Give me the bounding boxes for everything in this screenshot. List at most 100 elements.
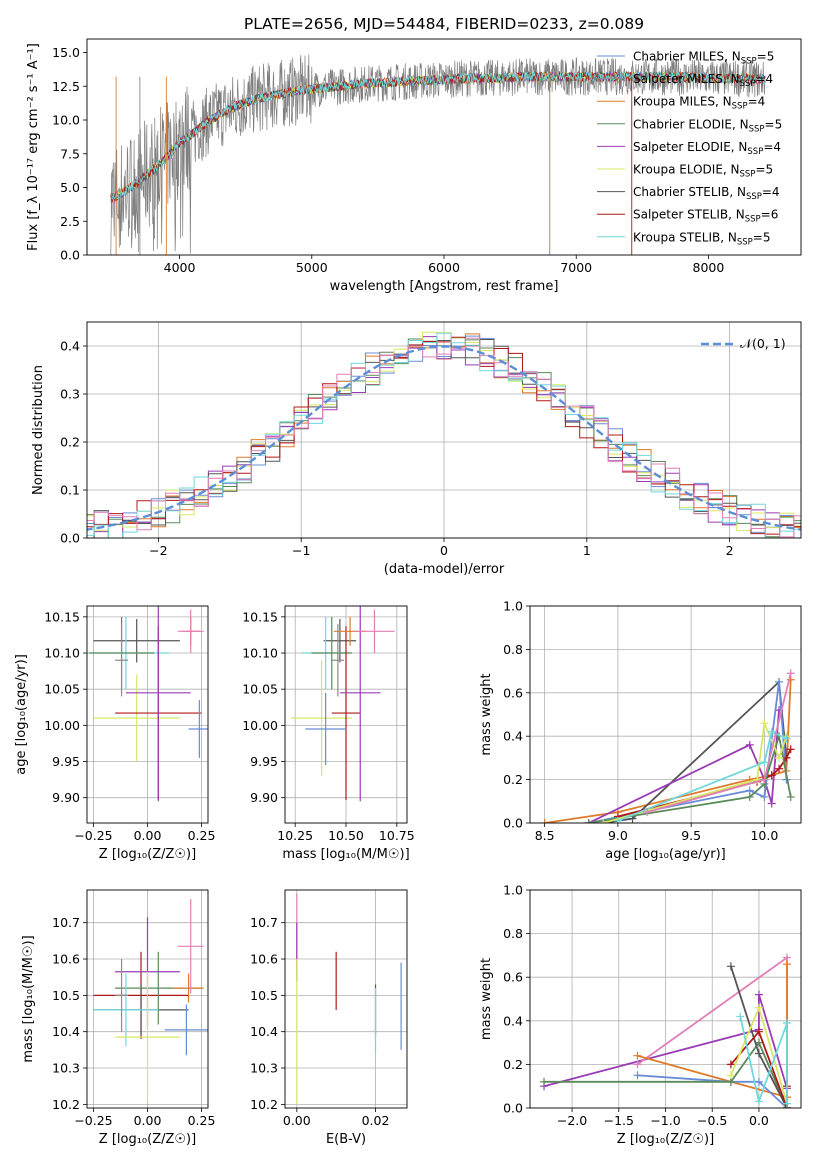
y-tick-label: 9.95 — [52, 754, 80, 769]
weight-marker — [599, 819, 608, 823]
age-vs-Z-ylabel: age [log₁₀(age/yr)] — [14, 654, 29, 775]
y-tick-label: 0.1 — [60, 483, 80, 498]
x-tick-label: 2 — [726, 543, 734, 558]
y-tick-label: 2.5 — [60, 214, 80, 229]
weight-marker — [754, 1049, 763, 1058]
legend-entry: Kroupa MILES, NSSP=4 — [633, 95, 765, 112]
y-tick-label: 0.3 — [60, 387, 80, 402]
mass-vs-Z-xlabel: Z [log₁₀(Z/Z☉)] — [99, 1132, 196, 1147]
y-tick-label: 10.5 — [52, 988, 80, 1003]
x-tick-label: 5000 — [296, 260, 328, 275]
model-line-salpeter-stelib — [110, 70, 766, 203]
weight-vs-Z-axes: −2.0 −1.5 −1.0 −0.5 0.0 0.0 0.2 0.4 0.6 0.8 1.0 Z [… — [479, 883, 802, 1147]
x-tick-label: −1.5 — [604, 1113, 634, 1128]
weight-line-kroupa-stelib — [617, 730, 787, 822]
weight-line-salpeter-elodie — [543, 994, 788, 1089]
weight-marker — [786, 792, 795, 801]
y-tick-label: 10.10 — [242, 646, 278, 661]
x-tick-label: 0.0 — [749, 1113, 769, 1128]
y-tick-label: 10.4 — [52, 1024, 80, 1039]
weight-vs-age-plot-area — [540, 669, 795, 823]
mass-vs-EBV-xlabel: E(B-V) — [326, 1132, 366, 1147]
age-vs-mass-xlabel: mass [log₁₀(M/M☉)] — [282, 847, 409, 862]
x-tick-label: −0.25 — [74, 1113, 112, 1128]
y-tick-label: 0.2 — [60, 435, 80, 450]
spectrum-axes: 4000 5000 6000 7000 8000 0.0 2.5 5.0 7.5 10.0 12.5… — [26, 38, 802, 294]
weight-vs-Z-plot-area — [540, 953, 791, 1108]
y-tick-label: 10.7 — [52, 915, 80, 930]
error-bar-point — [93, 619, 180, 663]
model-line-kroupa-stelib — [110, 71, 766, 201]
weight-marker — [726, 1071, 735, 1080]
error-bar-point — [311, 616, 353, 690]
legend-entry: 𝒩(0, 1) — [740, 336, 786, 351]
residual-histogram-salpeter-stelib — [87, 336, 801, 535]
weight-marker — [726, 1060, 735, 1069]
y-tick-label: 9.90 — [250, 790, 278, 805]
mass-vs-Z-plot-area — [93, 899, 208, 1103]
x-tick-label: −2 — [149, 543, 167, 558]
y-tick-label: 0.0 — [503, 1101, 523, 1116]
y-tick-label: 10.6 — [250, 952, 278, 967]
residual-histogram-pink — [87, 337, 801, 538]
legend-entry: Chabrier MILES, NSSP=5 — [633, 50, 774, 67]
weight-marker — [754, 1077, 763, 1086]
error-bar-point — [93, 674, 180, 762]
mass-vs-Z-frame — [86, 889, 209, 1109]
weight-marker — [754, 1027, 763, 1036]
x-tick-label: 10.0 — [750, 828, 778, 843]
y-tick-label: 10.3 — [250, 1061, 278, 1076]
residual-histogram-kroupa-elodie — [87, 331, 801, 532]
weight-marker — [633, 1060, 642, 1069]
spectrum-plot-area — [110, 54, 766, 255]
age-vs-Z-xlabel: Z [log₁₀(Z/Z☉)] — [99, 847, 196, 862]
weight-marker — [775, 753, 784, 762]
weight-marker — [540, 819, 549, 823]
age-vs-Z-frame — [86, 605, 209, 824]
weight-marker — [775, 764, 784, 773]
error-bar-point — [173, 973, 204, 1003]
x-tick-label: 0.00 — [134, 828, 162, 843]
error-bar-point — [115, 971, 180, 1103]
weight-marker — [754, 1003, 763, 1012]
weight-marker — [760, 758, 769, 767]
weight-marker — [754, 1097, 763, 1106]
x-tick-label: −0.5 — [697, 1113, 727, 1128]
x-tick-label: 8000 — [693, 260, 725, 275]
y-tick-label: 10.05 — [242, 682, 278, 697]
error-bar-point — [177, 609, 204, 654]
y-tick-label: 0.2 — [503, 1057, 523, 1072]
x-tick-label: −1 — [292, 543, 310, 558]
y-tick-label: 0.4 — [60, 339, 80, 354]
weight-marker — [633, 1071, 642, 1080]
weight-marker — [540, 1077, 549, 1086]
weight-vs-age-axes: 8.5 9.0 9.5 10.0 0.0 0.2 0.4 0.6 0.8 1.0 age [log₁… — [479, 599, 802, 862]
weight-line-salpeter-elodie — [588, 710, 780, 823]
weight-marker — [782, 1099, 791, 1108]
residuals-ylabel: Normed distribution — [31, 365, 46, 495]
x-tick-label: 10.50 — [328, 828, 364, 843]
y-tick-label: 0.0 — [60, 248, 80, 263]
error-bar-point — [305, 692, 346, 766]
residuals-frame — [86, 321, 802, 539]
y-tick-label: 9.90 — [52, 790, 80, 805]
y-tick-label: 0.6 — [503, 685, 523, 700]
weight-vs-Z-ylabel: mass weight — [479, 958, 494, 1040]
y-tick-label: 12.5 — [52, 79, 80, 94]
x-tick-label: 0.25 — [188, 1113, 216, 1128]
y-tick-label: 10.3 — [52, 1061, 80, 1076]
x-tick-label: 0.02 — [362, 1113, 390, 1128]
weight-marker — [726, 962, 735, 971]
y-tick-label: 10.4 — [250, 1024, 278, 1039]
spectrum-ylabel: Flux [f_λ 10⁻¹⁷ erg cm⁻² s⁻¹ A⁻¹] — [26, 43, 41, 251]
weight-marker — [767, 727, 776, 736]
y-tick-label: 10.2 — [250, 1097, 278, 1112]
weight-marker — [786, 745, 795, 754]
legend-entry: Kroupa STELIB, NSSP=5 — [633, 230, 771, 247]
y-tick-label: 10.0 — [52, 113, 80, 128]
error-bar-point — [164, 1004, 208, 1056]
weight-marker — [767, 799, 776, 808]
y-tick-label: 7.5 — [60, 146, 80, 161]
age-vs-Z-plot-area — [87, 606, 208, 802]
y-tick-label: 10.2 — [52, 1097, 80, 1112]
